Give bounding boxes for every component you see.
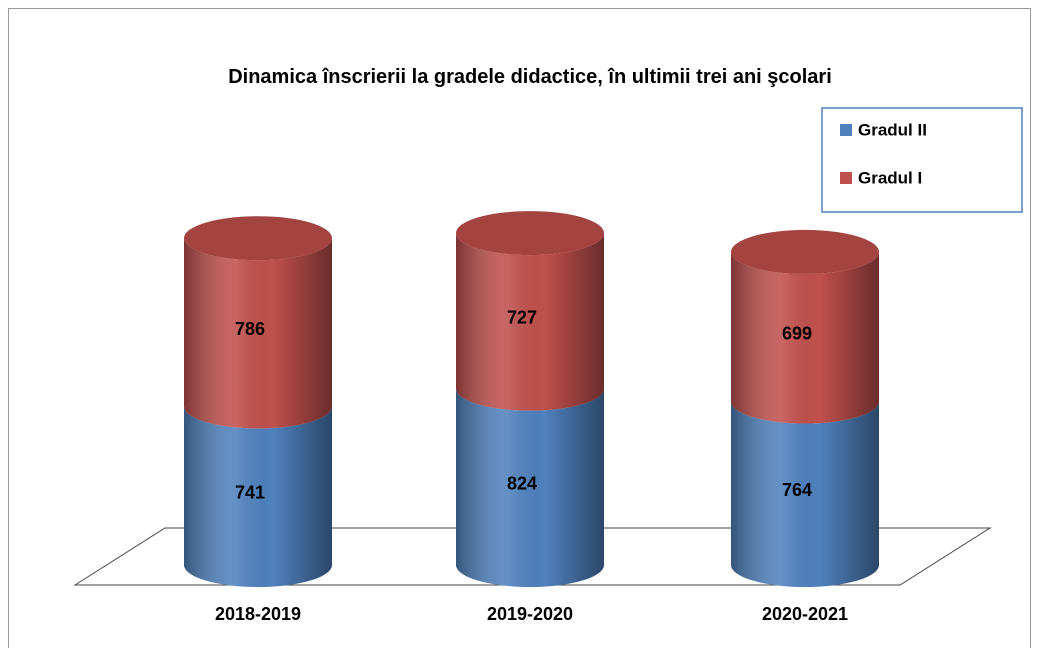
data-label: 699 (782, 323, 812, 343)
chart-title: Dinamica înscrierii la gradele didactice… (228, 66, 832, 88)
x-tick-label: 2020-2021 (762, 604, 848, 624)
legend-box (821, 107, 1023, 213)
data-label: 824 (507, 474, 537, 494)
cylinder-top-shade (456, 211, 604, 256)
data-label: 741 (235, 482, 265, 502)
segment-shade (456, 388, 605, 587)
cylinder-top (184, 216, 332, 261)
legend-label: Gradul I (858, 168, 922, 187)
segment-shade (184, 238, 332, 429)
segment-shade (731, 401, 879, 587)
data-label: 764 (782, 480, 812, 500)
segment-shade (731, 251, 879, 424)
cylinder-top (456, 211, 604, 256)
cylinder-top-shade (731, 229, 879, 274)
x-tick-label: 2019-2020 (487, 604, 573, 624)
data-label: 727 (507, 308, 537, 328)
segment-shade (456, 233, 605, 411)
chart-frame (8, 8, 1031, 648)
cylinder-top (731, 229, 879, 274)
cylinder-top-shade (184, 216, 332, 261)
legend-swatch (840, 172, 852, 184)
data-label: 786 (235, 319, 265, 339)
segment-shade (184, 406, 332, 587)
legend-label: Gradul II (858, 120, 927, 139)
x-tick-label: 2018-2019 (215, 604, 301, 624)
legend-swatch (840, 124, 852, 136)
